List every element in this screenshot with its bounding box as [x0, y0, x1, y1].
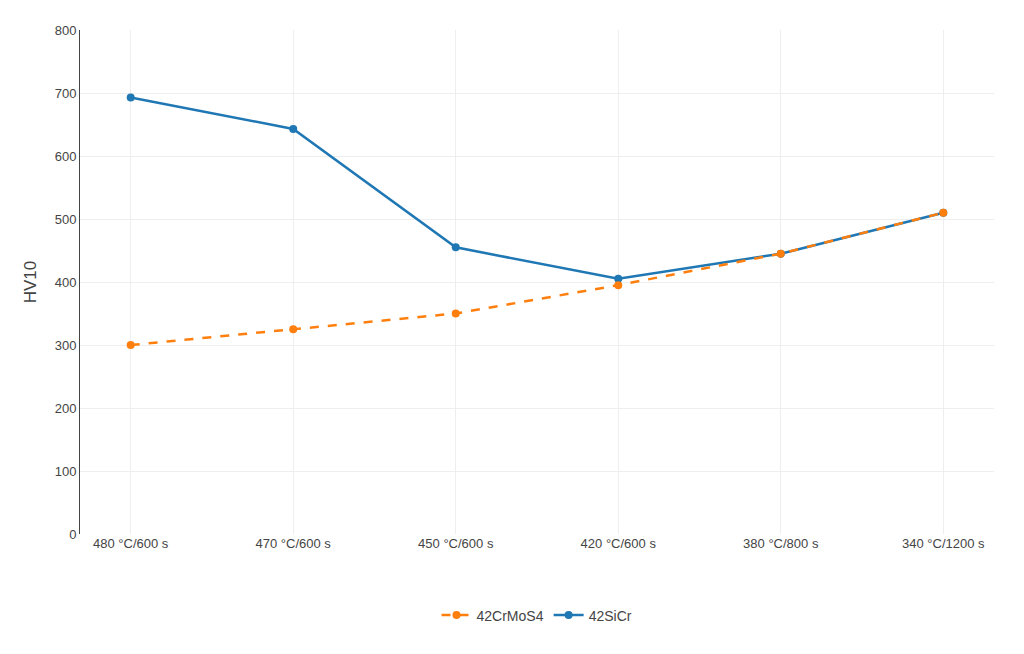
svg-text:0: 0	[69, 527, 76, 542]
svg-text:700: 700	[55, 86, 77, 101]
svg-text:340 °C/1200 s: 340 °C/1200 s	[902, 536, 985, 551]
svg-text:450 °C/600 s: 450 °C/600 s	[418, 536, 494, 551]
svg-text:800: 800	[55, 23, 77, 38]
svg-text:380 °C/800 s: 380 °C/800 s	[743, 536, 819, 551]
svg-text:470 °C/600 s: 470 °C/600 s	[256, 536, 332, 551]
svg-text:400: 400	[55, 275, 77, 290]
svg-text:HV10: HV10	[21, 261, 40, 304]
svg-text:42CrMoS4: 42CrMoS4	[477, 608, 544, 624]
svg-text:100: 100	[55, 464, 77, 479]
svg-text:420 °C/600 s: 420 °C/600 s	[581, 536, 657, 551]
svg-text:300: 300	[55, 338, 77, 353]
svg-text:480 °C/600 s: 480 °C/600 s	[93, 536, 169, 551]
svg-text:500: 500	[55, 212, 77, 227]
svg-text:200: 200	[55, 401, 77, 416]
svg-text:42SiCr: 42SiCr	[589, 608, 632, 624]
svg-text:600: 600	[55, 149, 77, 164]
